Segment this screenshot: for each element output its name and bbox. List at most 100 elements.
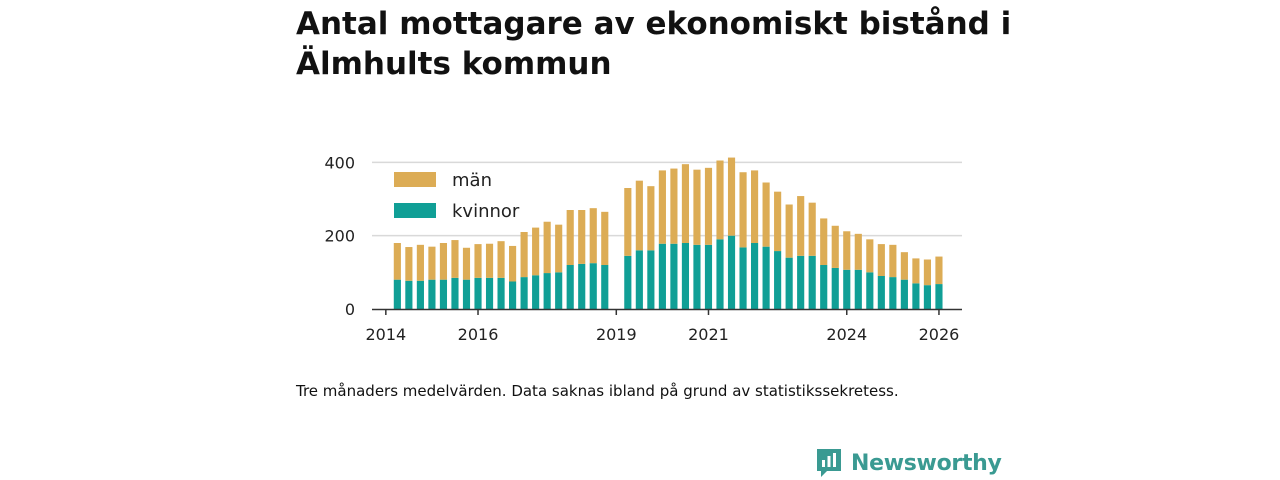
brand-logo: Newsworthy	[815, 447, 1002, 479]
bar-kvinnor	[900, 279, 908, 309]
y-tick-label: 0	[345, 300, 355, 319]
chart-caption: Tre månaders medelvärden. Data saknas ib…	[296, 382, 899, 400]
bar-kvinnor	[797, 255, 805, 309]
bar-kvinnor	[912, 283, 920, 309]
bar-man	[877, 244, 885, 276]
bar-kvinnor	[405, 280, 413, 309]
bar-kvinnor	[624, 255, 632, 309]
legend-label-kvinnor: kvinnor	[452, 201, 520, 222]
bar-kvinnor	[658, 243, 666, 309]
bar-man	[509, 245, 517, 282]
bar-kvinnor	[635, 250, 643, 309]
bar-man	[854, 233, 862, 270]
legend: män kvinnor	[394, 170, 520, 222]
bar-kvinnor	[509, 281, 517, 309]
bar-man	[820, 218, 828, 265]
bar-kvinnor	[578, 263, 586, 309]
bar-kvinnor	[416, 280, 424, 309]
bar-kvinnor	[681, 243, 690, 309]
bars	[393, 157, 943, 309]
bar-kvinnor	[555, 272, 563, 309]
bar-kvinnor	[670, 243, 678, 309]
bar-man	[716, 160, 724, 240]
bar-kvinnor	[428, 279, 436, 309]
bar-man	[439, 243, 448, 280]
bar-man	[889, 244, 897, 278]
bar-man	[704, 167, 713, 245]
bar-kvinnor	[601, 265, 609, 309]
bar-man	[601, 211, 609, 265]
bar-man	[543, 221, 551, 274]
bar-kvinnor	[739, 247, 747, 309]
bar-kvinnor	[716, 239, 724, 309]
bar-man	[727, 157, 736, 236]
bar-kvinnor	[693, 244, 701, 309]
bar-kvinnor	[543, 273, 551, 309]
bar-man	[647, 186, 655, 251]
bar-man	[774, 191, 782, 252]
x-tick-label: 2021	[688, 325, 729, 344]
bar-man	[578, 210, 586, 264]
bar-man	[624, 188, 632, 256]
bar-man	[416, 244, 424, 281]
bar-man	[532, 227, 540, 276]
chart-title: Antal mottagare av ekonomiskt bistånd i …	[296, 6, 1012, 82]
bar-kvinnor	[889, 277, 897, 309]
bar-kvinnor	[439, 279, 448, 309]
x-tick-label: 2014	[365, 325, 406, 344]
bar-man	[428, 246, 436, 280]
bar-man	[923, 259, 932, 286]
bar-kvinnor	[474, 277, 482, 309]
bar-kvinnor	[727, 235, 736, 309]
bar-man	[762, 182, 770, 247]
bar-man	[462, 247, 471, 280]
bar-kvinnor	[647, 250, 655, 309]
bar-man	[866, 239, 874, 273]
bar-kvinnor	[589, 263, 597, 309]
bar-kvinnor	[808, 255, 816, 309]
bar-kvinnor	[485, 277, 494, 309]
bar-kvinnor	[831, 267, 839, 309]
bar-kvinnor	[843, 269, 851, 309]
bar-kvinnor	[923, 285, 932, 309]
bar-man	[681, 164, 690, 243]
bar-man	[451, 240, 459, 278]
y-tick-label: 400	[324, 153, 355, 172]
x-tick-label: 2019	[596, 325, 637, 344]
bar-man	[497, 241, 505, 278]
bar-man	[474, 244, 482, 278]
bar-man	[900, 252, 908, 280]
x-tick-label: 2026	[919, 325, 960, 344]
bar-man	[670, 168, 678, 244]
bar-kvinnor	[785, 257, 793, 309]
bar-kvinnor	[393, 279, 401, 309]
bar-kvinnor	[751, 243, 759, 309]
bar-man	[785, 204, 793, 258]
bar-man	[555, 224, 563, 273]
bar-kvinnor	[451, 277, 459, 309]
bar-kvinnor	[820, 265, 828, 309]
bar-man	[808, 202, 816, 256]
bar-man	[693, 169, 701, 245]
newsworthy-logo-icon	[817, 449, 841, 477]
bar-man	[935, 256, 943, 285]
bar-man	[393, 243, 401, 280]
bar-kvinnor	[762, 246, 770, 309]
brand-name: Newsworthy	[851, 450, 1002, 476]
axes: 0 200 400 2014 2016 2019 2021 2024 2026	[324, 153, 962, 344]
bar-kvinnor	[704, 244, 713, 309]
bar-man	[831, 225, 839, 268]
legend-label-man: män	[452, 170, 492, 191]
bar-man	[485, 243, 494, 278]
bar-kvinnor	[877, 276, 885, 309]
bar-kvinnor	[854, 269, 862, 309]
bar-kvinnor	[497, 277, 505, 309]
bar-man	[635, 180, 643, 251]
gridlines	[372, 161, 962, 237]
bar-man	[658, 170, 666, 244]
x-tick-label: 2016	[458, 325, 499, 344]
bar-kvinnor	[566, 265, 574, 309]
bar-kvinnor	[462, 279, 471, 309]
legend-swatch-man	[394, 172, 436, 187]
